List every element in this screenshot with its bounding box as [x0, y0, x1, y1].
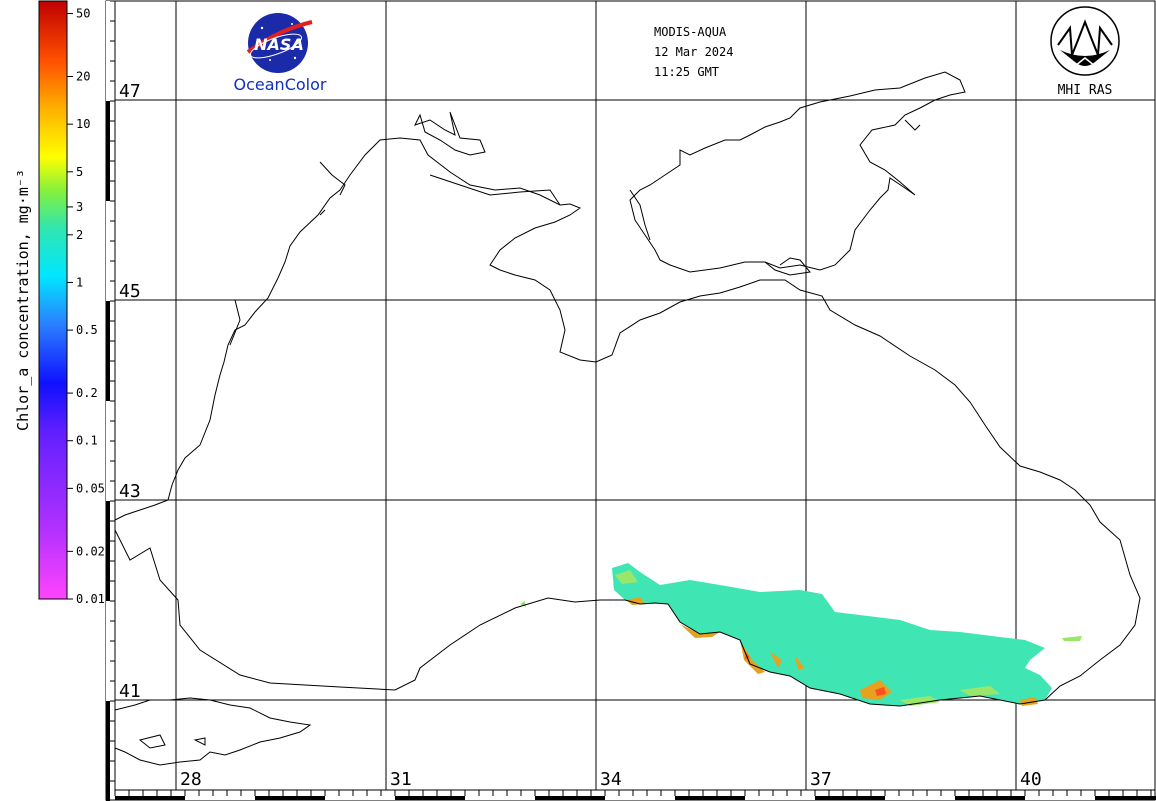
- latitude-label: 43: [119, 481, 141, 502]
- acquisition-time: 11:25 GMT: [654, 65, 719, 79]
- colorbar-tick-label: 0.1: [76, 434, 98, 448]
- colorbar-tick-label: 0.02: [76, 544, 105, 558]
- graticule: [115, 1, 1155, 790]
- mhi-ras-logo: [1050, 6, 1120, 76]
- colorbar-tick-label: 10: [76, 117, 90, 131]
- acquisition-date: 12 Mar 2024: [654, 45, 733, 59]
- chlorophyll-main-patch: [612, 563, 1052, 706]
- colorbar-tick-label: 1: [76, 275, 83, 289]
- chlorophyll-small-patch: [1062, 636, 1082, 641]
- nasa-logo: NASA: [246, 13, 313, 73]
- sensor-name: MODIS-AQUA: [654, 25, 727, 39]
- colorbar-tick-label: 0.05: [76, 481, 105, 495]
- frame-scale-bars: [106, 0, 1156, 801]
- latitude-label: 41: [119, 681, 141, 702]
- colorbar-tick-label: 0.01: [76, 592, 105, 606]
- colorbar-tick-label: 3: [76, 200, 83, 214]
- colorbar-tick-label: 0.5: [76, 323, 98, 337]
- colorbar-label: Chlor_a concentration, mg·m⁻³: [14, 169, 32, 431]
- longitude-label: 34: [600, 769, 622, 790]
- longitude-label: 37: [810, 769, 832, 790]
- black-sea-coastline: [114, 137, 1141, 707]
- longitude-label: 40: [1020, 769, 1042, 790]
- colorbar-tick-label: 5: [76, 165, 83, 179]
- oceancolor-text: OceanColor: [234, 75, 327, 94]
- colorbar-tick-label: 2: [76, 228, 83, 242]
- colorbar: [38, 0, 68, 600]
- chlorophyll-patches: [520, 563, 1082, 706]
- colorbar-tick-label: 0.2: [76, 386, 98, 400]
- marmara-coastline: [114, 697, 312, 766]
- longitude-label: 28: [180, 769, 202, 790]
- azov-coastline: [629, 71, 966, 273]
- colorbar-tick-label: 20: [76, 70, 90, 84]
- colorbar-tick-label: 50: [76, 7, 90, 21]
- latitude-label: 45: [119, 281, 141, 302]
- nasa-logo-text: NASA: [254, 35, 304, 54]
- longitude-label: 31: [390, 769, 412, 790]
- colorbar-ticks: 50 20 10 5 3 2 1 0.5 0.2 0.1 0.05 0.02 0.01: [67, 7, 105, 606]
- mhi-ras-text: MHI RAS: [1058, 83, 1113, 98]
- latitude-label: 47: [119, 81, 141, 102]
- graticule-labels: 28 31 34 37 40 47 45 43 41: [119, 81, 1042, 790]
